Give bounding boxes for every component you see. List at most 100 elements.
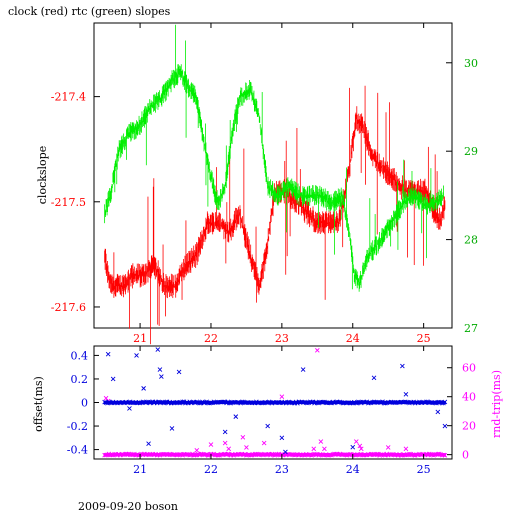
rnd-trip-point [174, 452, 180, 458]
rnd-trip-point [374, 451, 380, 457]
rnd-trip-point [381, 452, 387, 458]
y-right-tick-label: 29 [464, 145, 478, 158]
rnd-trip-point [222, 440, 228, 446]
y-right-tick-label: 0 [462, 449, 469, 462]
y-left-tick-label: 0.2 [71, 373, 89, 386]
rnd-trip-point [428, 452, 434, 457]
offset-point [137, 400, 143, 406]
offset-point [176, 369, 182, 375]
offset-point [140, 399, 146, 405]
rnd-trip-point [318, 439, 324, 444]
bottom-y-axis-label: offset(ms) [32, 376, 45, 432]
rtc-series [104, 24, 444, 292]
x-tick-label: 25 [417, 332, 431, 345]
offset-point [400, 363, 405, 369]
offset-point [157, 367, 163, 372]
rnd-trip-point [103, 452, 109, 458]
rnd-trip-point [103, 395, 109, 401]
y-right-tick-label: 60 [462, 362, 476, 375]
offset-point [363, 399, 368, 405]
offset-point [141, 386, 146, 391]
offset-point [442, 423, 448, 429]
offset-point [356, 399, 361, 405]
rnd-trip-point [357, 443, 363, 449]
y-right-tick-label: 28 [464, 234, 478, 247]
offset-point [163, 399, 168, 405]
offset-point [276, 400, 282, 406]
offset-point [127, 406, 132, 411]
y-left-tick-label: -217.4 [51, 91, 86, 104]
y-right-tick-label: 30 [464, 57, 478, 70]
y-left-tick-label: -217.5 [51, 196, 86, 209]
rnd-trip-point [226, 446, 232, 452]
offset-point [201, 400, 207, 406]
offset-point [337, 399, 343, 405]
rnd-trip-point [380, 452, 385, 457]
y-right-tick-label: 20 [462, 420, 476, 433]
offset-point [169, 426, 175, 431]
rnd-trip-point [407, 451, 412, 457]
rnd-trip-point [112, 451, 117, 457]
rnd-trip-point [441, 452, 446, 458]
rnd-trip-point [356, 452, 361, 458]
offset-point [180, 399, 185, 405]
rnd-trip-point [244, 452, 249, 458]
rnd-trip-point [164, 452, 170, 458]
x-tick-label: 23 [275, 463, 289, 476]
offset-point [305, 400, 310, 406]
offset-point [403, 391, 409, 397]
offset-point [208, 400, 214, 406]
offset-point [194, 399, 200, 405]
rnd-trip-point [258, 451, 263, 457]
offset-point [221, 399, 227, 405]
rnd-trip-point [404, 452, 409, 458]
offset-point [435, 409, 441, 415]
offset-point [265, 423, 271, 429]
rnd-trip-point [353, 439, 359, 444]
rnd-trip-point [109, 452, 115, 458]
bottom-offset-chart: 21 22 23 24 25 0.4 0.2 0 -0.2 -0.4 60 40 20 0 offset(… [32, 345, 503, 476]
offset-point [404, 399, 409, 405]
offset-point [239, 399, 245, 405]
rnd-trip-point [193, 452, 198, 458]
offset-point [309, 399, 314, 405]
offset-point [436, 399, 442, 405]
y-left-tick-label: 0.4 [71, 349, 89, 362]
rnd-trip-point [187, 452, 193, 458]
rnd-trip-point [314, 348, 320, 353]
y-left-tick-label: 0 [81, 397, 88, 410]
y-left-tick-label: -0.2 [67, 420, 88, 433]
offset-point [125, 400, 130, 406]
top-axis-ticks: 21 22 23 24 25 -217.4 -217.5 -217.6 27 28 29 30 [51, 23, 478, 345]
x-tick-label: 22 [204, 332, 218, 345]
offset-point [251, 400, 256, 405]
top-slope-chart: 21 22 23 24 25 -217.4 -217.5 -217.6 27 28 29 30 clo… [8, 5, 478, 345]
x-tick-label: 25 [417, 463, 431, 476]
offset-point [302, 399, 307, 405]
offset-point [283, 449, 288, 455]
offset-point [233, 414, 239, 419]
rnd-trip-point [194, 447, 200, 453]
offset-point [159, 374, 164, 379]
rnd-trip-point [311, 446, 317, 452]
y-right-tick-label: 40 [462, 391, 476, 404]
footer-label: 2009-09-20 boson [78, 500, 178, 512]
rnd-trip-point [177, 451, 183, 457]
rnd-trip-point [398, 452, 404, 458]
offset-point [235, 399, 241, 405]
offset-point [353, 400, 358, 406]
offset-point [155, 347, 161, 352]
offset-point [349, 400, 354, 406]
offset-point [279, 435, 285, 441]
offset-point [350, 444, 356, 450]
rnd-trip-point [208, 442, 214, 447]
rnd-trip-point [292, 452, 297, 458]
x-tick-label: 24 [346, 332, 360, 345]
rnd-trip-point [390, 451, 395, 457]
offset-point [105, 351, 111, 357]
offset-point [439, 400, 445, 406]
x-tick-label: 21 [133, 463, 147, 476]
offset-point [300, 367, 306, 372]
x-tick-label: 22 [204, 463, 218, 476]
rnd-trip-point [129, 452, 134, 458]
